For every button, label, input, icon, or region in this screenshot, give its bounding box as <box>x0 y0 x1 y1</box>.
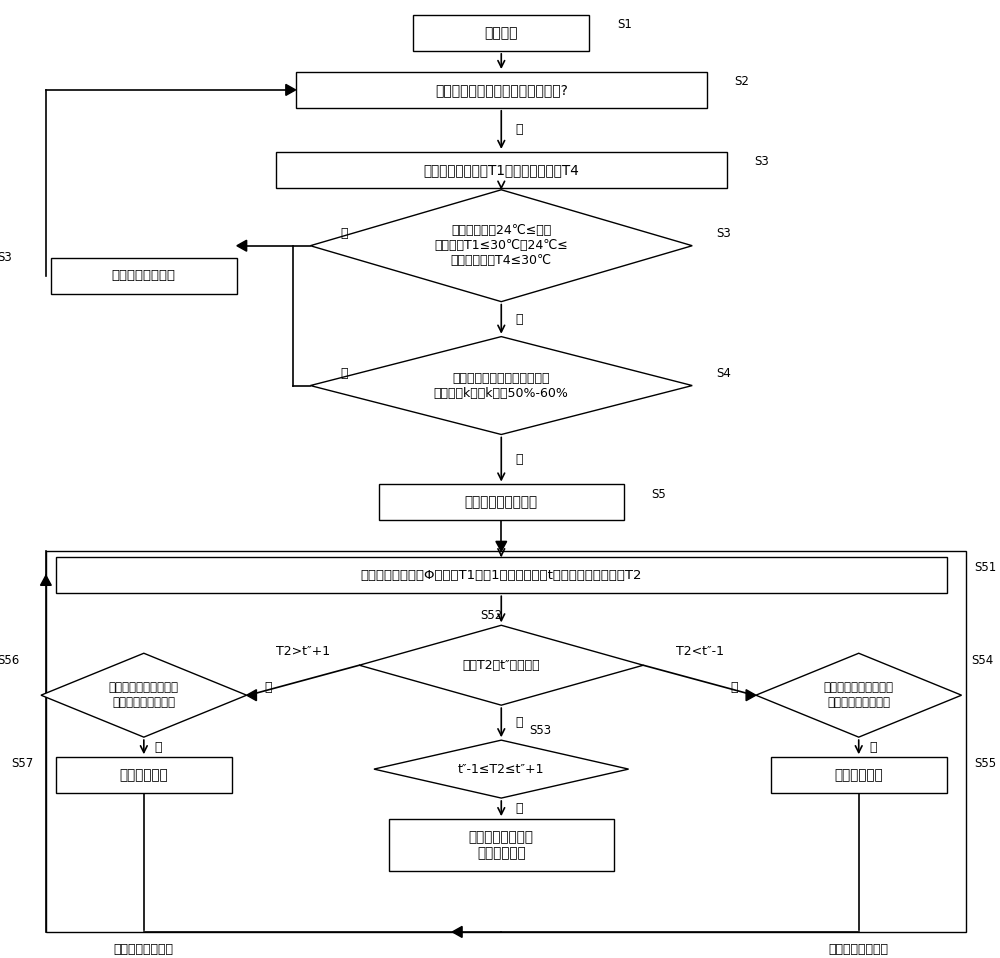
Text: 进入防凝露控制模式: 进入防凝露控制模式 <box>465 495 538 510</box>
Text: 采集室内环境温度T1、室外环境温度T4: 采集室内环境温度T1、室外环境温度T4 <box>423 163 579 177</box>
Text: S57: S57 <box>12 757 34 769</box>
FancyBboxPatch shape <box>51 258 237 294</box>
FancyBboxPatch shape <box>296 72 707 108</box>
Polygon shape <box>310 336 692 435</box>
FancyBboxPatch shape <box>276 151 727 188</box>
Text: 每隔第三预设时间: 每隔第三预设时间 <box>829 944 889 956</box>
Text: 是: 是 <box>515 453 523 466</box>
FancyBboxPatch shape <box>771 757 947 793</box>
Text: 是: 是 <box>731 681 738 694</box>
FancyBboxPatch shape <box>389 819 614 871</box>
Text: 否: 否 <box>341 367 348 380</box>
Text: S2: S2 <box>734 76 749 88</box>
FancyBboxPatch shape <box>379 485 624 520</box>
Polygon shape <box>41 576 51 585</box>
Polygon shape <box>310 190 692 302</box>
Text: T2>t″+1: T2>t″+1 <box>276 645 330 658</box>
Text: S52: S52 <box>480 608 503 622</box>
Text: S55: S55 <box>974 757 996 769</box>
FancyBboxPatch shape <box>56 558 947 593</box>
Polygon shape <box>286 84 296 96</box>
Text: 是: 是 <box>515 124 523 136</box>
FancyBboxPatch shape <box>413 15 589 51</box>
Text: 计算舒适相对湿度Φ，根据T1查表1查出露点温度t，采集室内蒸发温度T2: 计算舒适相对湿度Φ，根据T1查表1查出露点温度t，采集室内蒸发温度T2 <box>361 569 642 582</box>
Text: S3: S3 <box>754 155 769 169</box>
Text: 是: 是 <box>515 312 523 326</box>
Text: 否: 否 <box>341 227 348 240</box>
Polygon shape <box>496 541 507 552</box>
Text: S3: S3 <box>717 227 731 240</box>
Polygon shape <box>237 240 247 251</box>
Text: 当前压缩机频率是否处
于最低设定运行频率: 当前压缩机频率是否处 于最低设定运行频率 <box>109 681 179 709</box>
Text: t″-1≤T2≤t″+1: t″-1≤T2≤t″+1 <box>458 763 545 776</box>
Text: 每隔第三预设时间: 每隔第三预设时间 <box>114 944 174 956</box>
Polygon shape <box>452 926 462 938</box>
Text: 判断室内风机转速是否小于额
定转速的k倍，k取自50%-60%: 判断室内风机转速是否小于额 定转速的k倍，k取自50%-60% <box>434 372 569 399</box>
Polygon shape <box>374 741 629 798</box>
Polygon shape <box>41 653 247 737</box>
Text: 制冷开机: 制冷开机 <box>485 26 518 40</box>
Text: 压缩机运行时间是否大于第一时长?: 压缩机运行时间是否大于第一时长? <box>435 83 568 97</box>
Text: 降低频率一档: 降低频率一档 <box>119 768 168 782</box>
Text: 否: 否 <box>870 741 877 754</box>
Text: S4: S4 <box>717 367 732 380</box>
Text: 是: 是 <box>264 681 272 694</box>
Text: 判断是否满足24℃≤室内
环境温度T1≤30℃且24℃≤
室外环境温度T4≤30℃: 判断是否满足24℃≤室内 环境温度T1≤30℃且24℃≤ 室外环境温度T4≤30… <box>434 224 568 267</box>
Text: S5: S5 <box>651 488 666 501</box>
Text: 当前压缩机频率是否处
于最高设定运行频率: 当前压缩机频率是否处 于最高设定运行频率 <box>824 681 894 709</box>
Text: T2<t″-1: T2<t″-1 <box>676 645 724 658</box>
Text: 判断T2与t″间的关系: 判断T2与t″间的关系 <box>462 659 540 672</box>
Text: S3: S3 <box>0 251 12 264</box>
Text: 进入普通制冷控制: 进入普通制冷控制 <box>112 269 176 283</box>
Text: S1: S1 <box>617 18 632 32</box>
Text: S56: S56 <box>0 653 19 667</box>
Text: 否: 否 <box>155 741 162 754</box>
Text: S53: S53 <box>529 723 552 737</box>
Text: 保持当前频率运行
第四预设时间: 保持当前频率运行 第四预设时间 <box>469 830 534 860</box>
Text: 是: 是 <box>515 802 523 815</box>
Text: S54: S54 <box>971 653 994 667</box>
Polygon shape <box>756 653 962 737</box>
Text: 是: 是 <box>515 717 523 729</box>
Text: 升高频率一档: 升高频率一档 <box>834 768 883 782</box>
FancyBboxPatch shape <box>56 757 232 793</box>
Text: S51: S51 <box>974 560 997 574</box>
Polygon shape <box>359 626 643 705</box>
Polygon shape <box>746 690 756 700</box>
Polygon shape <box>247 690 256 700</box>
